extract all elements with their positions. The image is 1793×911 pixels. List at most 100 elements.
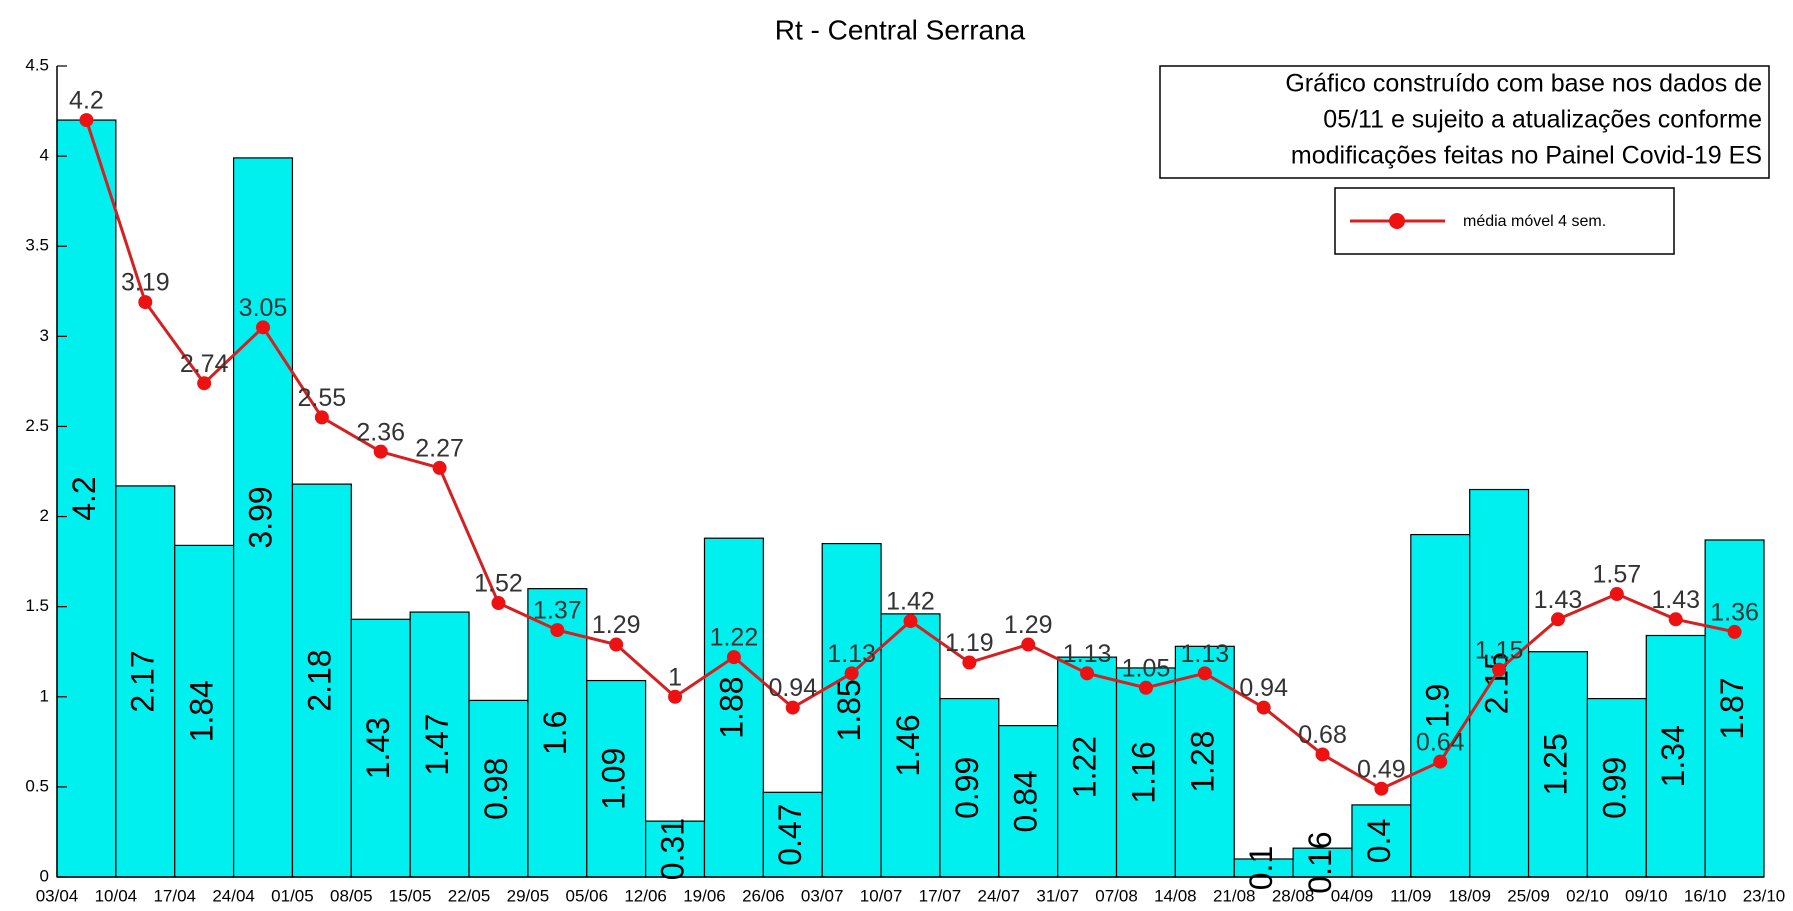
- line-value-label: 1.13: [1180, 640, 1229, 668]
- x-tick-label: 25/09: [1507, 886, 1550, 905]
- bar-value-label: 0.99: [1596, 757, 1632, 819]
- line-value-label: 0.94: [768, 674, 817, 702]
- line-value-label: 2.74: [180, 350, 229, 378]
- line-marker: [903, 614, 918, 629]
- line-marker: [609, 637, 624, 652]
- x-tick-label: 14/08: [1154, 886, 1197, 905]
- bar-value-label: 1.34: [1655, 725, 1691, 787]
- x-tick-label: 10/07: [860, 886, 903, 905]
- line-marker: [1197, 666, 1212, 681]
- x-tick-label: 08/05: [330, 886, 373, 905]
- x-tick-label: 19/06: [683, 886, 726, 905]
- legend-label: média móvel 4 sem.: [1463, 213, 1606, 230]
- x-tick-label: 11/09: [1390, 886, 1431, 905]
- bar: [1292, 847, 1353, 878]
- bar: [174, 544, 235, 878]
- x-tick-label: 04/09: [1331, 886, 1374, 905]
- x-tick-label: 28/08: [1272, 886, 1315, 905]
- line-marker: [1550, 612, 1565, 627]
- line-value-label: 1.05: [1122, 654, 1171, 682]
- line-marker: [491, 596, 506, 611]
- y-tick-label: 3: [40, 326, 49, 345]
- bar-value-label: 1.85: [831, 679, 867, 741]
- x-tick-label: 26/06: [742, 886, 785, 905]
- y-tick-label: 4.5: [25, 55, 49, 74]
- line-marker: [1021, 637, 1036, 652]
- bar-value-label: 0.84: [1008, 770, 1044, 832]
- bar: [1469, 488, 1530, 878]
- bar: [1115, 667, 1176, 878]
- x-tick-label: 01/05: [271, 886, 314, 905]
- line-value-label: 1.43: [1534, 586, 1583, 614]
- y-tick-label: 1: [40, 686, 49, 705]
- line-marker: [550, 623, 565, 638]
- bar: [1057, 656, 1118, 878]
- x-tick-label: 22/05: [448, 886, 491, 905]
- annotation-line: 05/11 e sujeito a atualizações conforme: [1323, 106, 1762, 134]
- bar-value-label: 1.28: [1184, 731, 1220, 793]
- line-value-label: 1.13: [1063, 640, 1112, 668]
- line-marker: [844, 666, 859, 681]
- bar-value-label: 0.31: [655, 818, 691, 880]
- bar: [350, 618, 411, 878]
- line-value-label: 1: [668, 663, 682, 691]
- line-value-label: 1.29: [1004, 611, 1053, 639]
- bar-value-label: 0.99: [949, 757, 985, 819]
- line-marker: [726, 650, 741, 665]
- chart-title: Rt - Central Serrana: [775, 14, 1026, 45]
- line-value-label: 1.37: [533, 597, 582, 625]
- x-tick-label: 18/09: [1448, 886, 1491, 905]
- line-value-label: 3.05: [239, 294, 288, 322]
- y-tick-label: 4: [40, 146, 49, 165]
- x-tick-label: 15/05: [389, 886, 432, 905]
- y-tick-label: 0.5: [25, 776, 49, 795]
- x-tick-label: 02/10: [1566, 886, 1609, 905]
- line-value-label: 2.55: [298, 384, 347, 412]
- y-tick-label: 1.5: [25, 596, 49, 615]
- line-value-label: 1.57: [1593, 561, 1642, 589]
- line-marker: [314, 410, 329, 425]
- bar-value-label: 1.9: [1420, 684, 1456, 728]
- line-marker: [1433, 754, 1448, 769]
- x-tick-label: 31/07: [1036, 886, 1079, 905]
- annotation-box: [1159, 65, 1770, 179]
- line-value-label: 4.2: [69, 87, 104, 115]
- x-tick-label: 23/10: [1743, 886, 1786, 905]
- line-marker: [1080, 666, 1095, 681]
- line-marker: [1256, 700, 1271, 715]
- line-value-label: 2.36: [356, 418, 405, 446]
- bar-value-label: 1.87: [1714, 677, 1750, 739]
- line-marker: [1315, 747, 1330, 762]
- line-value-label: 1.42: [886, 588, 935, 616]
- line-marker: [432, 460, 447, 475]
- bar: [703, 537, 764, 878]
- x-tick-label: 12/06: [624, 886, 667, 905]
- bar-value-label: 1.09: [596, 748, 632, 810]
- bar-value-label: 1.84: [184, 680, 220, 742]
- x-tick-label: 24/07: [978, 886, 1021, 905]
- bar-value-label: 0.1: [1243, 846, 1279, 890]
- line-marker: [1492, 662, 1507, 677]
- bar-value-label: 1.6: [537, 711, 573, 755]
- y-tick-label: 2.5: [25, 416, 49, 435]
- bar-value-label: 0.16: [1302, 831, 1338, 893]
- x-tick-label: 10/04: [95, 886, 138, 905]
- bar-value-label: 1.22: [1067, 736, 1103, 798]
- line-value-label: 1.43: [1651, 586, 1700, 614]
- line-marker: [668, 689, 683, 704]
- line-marker: [138, 295, 153, 310]
- line-marker: [1609, 587, 1624, 602]
- line-value-label: 0.94: [1239, 674, 1288, 702]
- x-tick-label: 24/04: [212, 886, 255, 905]
- bar-value-label: 0.47: [772, 804, 808, 866]
- bar: [939, 697, 1000, 878]
- legend-marker: [1389, 213, 1405, 229]
- line-value-label: 1.52: [474, 570, 523, 598]
- line-value-label: 1.29: [592, 611, 641, 639]
- x-tick-label: 05/06: [565, 886, 608, 905]
- line-value-label: 0.68: [1298, 721, 1347, 749]
- x-tick-label: 29/05: [507, 886, 550, 905]
- x-tick-label: 09/10: [1625, 886, 1668, 905]
